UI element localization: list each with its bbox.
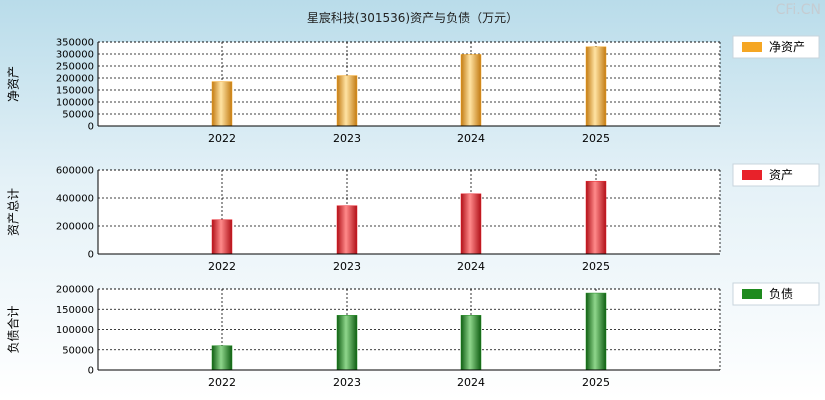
bar-2024 [460, 315, 482, 371]
plot-background [98, 42, 720, 126]
x-tick-label: 2022 [208, 260, 236, 273]
y-tick-label: 100000 [56, 325, 94, 336]
y-tick-label: 250000 [56, 62, 94, 73]
legend-box [732, 35, 820, 59]
x-tick-label: 2023 [333, 260, 361, 273]
bar-2022 [211, 345, 233, 371]
y-tick-label: 400000 [56, 194, 94, 205]
y-tick-label: 300000 [56, 50, 94, 61]
y-tick-label: 0 [88, 366, 94, 377]
chart-panel-0: 0500001000001500002000002500003000003500… [7, 35, 820, 145]
bar-2022 [211, 81, 233, 127]
legend-swatch [742, 170, 762, 180]
y-tick-label: 50000 [62, 110, 94, 121]
chart-panel-2: 0 50000 100000 150000 200000 2022 2023 2024 2025… [6, 282, 820, 389]
y-axis-label: 资产总计 [7, 188, 21, 236]
x-tick-label: 2025 [582, 132, 610, 145]
x-tick-label: 2025 [582, 376, 610, 389]
bar-2024 [460, 193, 482, 255]
bar-2025 [585, 292, 607, 371]
y-tick-label: 100000 [56, 98, 94, 109]
bar-2023 [336, 205, 358, 255]
x-tick-label: 2024 [457, 132, 485, 145]
y-tick-label: 200000 [56, 222, 94, 233]
y-tick-label: 150000 [56, 86, 94, 97]
x-tick-label: 2024 [457, 376, 485, 389]
y-axis-label: 负债合计 [6, 305, 21, 353]
y-tick-label: 50000 [62, 345, 94, 356]
legend-box [732, 282, 820, 306]
bar-2023 [336, 315, 358, 371]
x-tick-label: 2025 [582, 260, 610, 273]
y-tick-label: 350000 [56, 38, 94, 49]
bar-2023 [336, 75, 358, 127]
bar-2024 [460, 54, 482, 127]
chart-title: 星宸科技(301536)资产与负债（万元） [306, 11, 519, 25]
legend-label: 负债 [769, 287, 793, 301]
legend-label: 净资产 [769, 40, 805, 54]
y-tick-label: 150000 [56, 305, 94, 316]
plot-background [98, 289, 720, 370]
y-tick-label: 200000 [56, 285, 94, 296]
legend-box [732, 163, 820, 187]
x-tick-label: 2023 [333, 132, 361, 145]
y-tick-label: 0 [88, 122, 94, 133]
x-tick-label: 2023 [333, 376, 361, 389]
legend-swatch [742, 289, 762, 299]
chart-panel-1: 0 200000 400000 600000 2022 2023 2024 2025 资产总计 资… [7, 163, 820, 273]
watermark-logo: CFi.CN [775, 2, 821, 18]
x-tick-label: 2024 [457, 260, 485, 273]
plot-background [98, 170, 720, 254]
x-tick-label: 2022 [208, 132, 236, 145]
bar-2022 [211, 219, 233, 255]
bar-2025 [585, 180, 607, 255]
y-axis-label: 净资产 [7, 66, 21, 102]
x-tick-label: 2022 [208, 376, 236, 389]
legend-swatch [742, 42, 762, 52]
y-tick-label: 0 [88, 250, 94, 261]
y-tick-label: 600000 [56, 166, 94, 177]
y-tick-label: 200000 [56, 74, 94, 85]
legend-label: 资产 [769, 168, 793, 182]
bar-2025 [585, 46, 607, 127]
